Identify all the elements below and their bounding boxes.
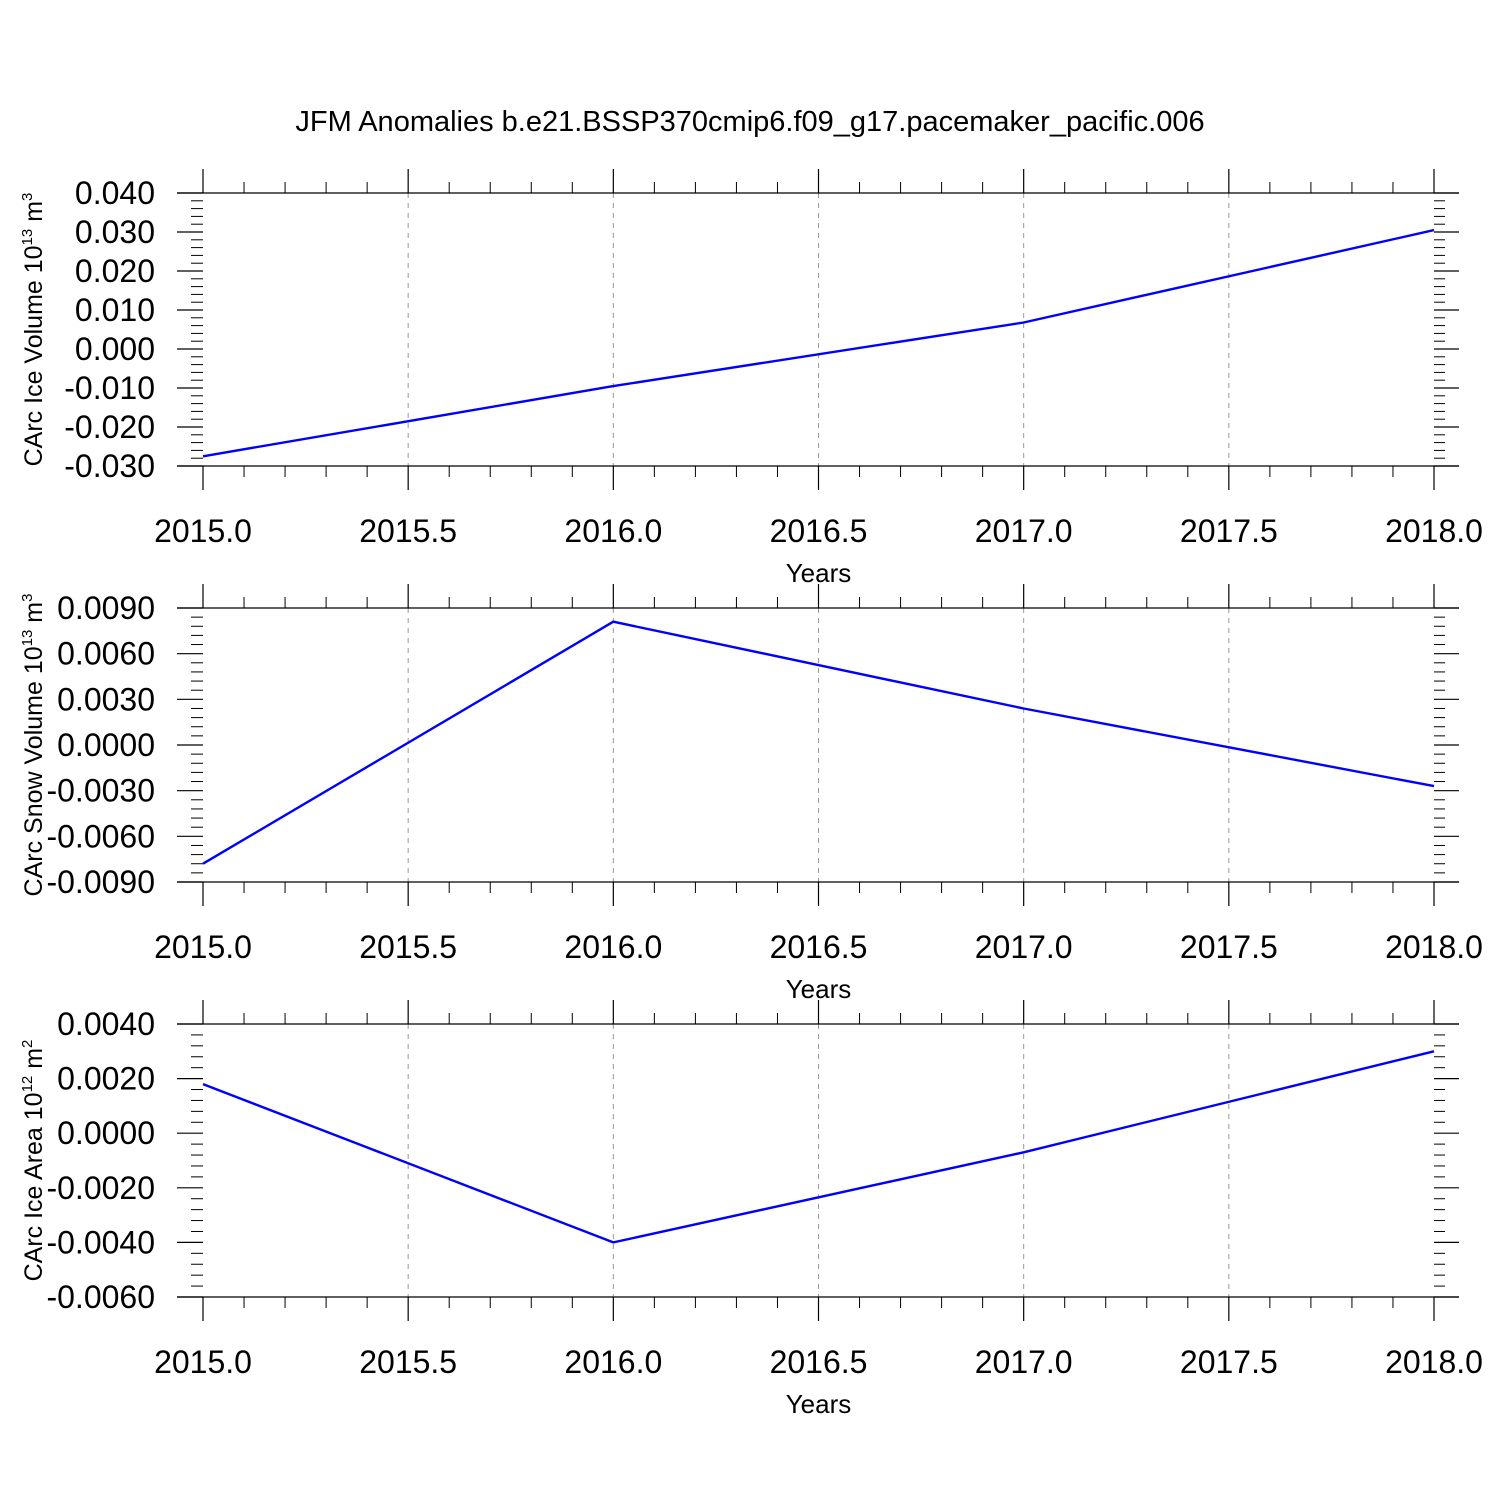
y-tick-label: -0.0060 [46, 818, 155, 854]
x-tick-label: 2016.0 [564, 929, 662, 965]
x-tick-label: 2018.0 [1385, 513, 1483, 549]
series-line [202, 1050, 1435, 1244]
x-tick-label: 2016.5 [770, 1344, 868, 1380]
x-tick-label: 2017.0 [975, 513, 1073, 549]
y-tick-label: 0.020 [75, 253, 155, 289]
x-tick-label: 2015.0 [154, 929, 252, 965]
x-tick-label: 2017.0 [975, 1344, 1073, 1380]
x-tick-label: 2015.0 [154, 513, 252, 549]
y-tick-label: 0.000 [75, 331, 155, 367]
figure-title: JFM Anomalies b.e21.BSSP370cmip6.f09_g17… [295, 106, 1204, 138]
y-tick-label: -0.020 [64, 409, 155, 445]
panels: -0.030-0.020-0.0100.0000.0100.0200.0300.… [19, 169, 1483, 1419]
y-tick-label: -0.0030 [46, 773, 155, 809]
y-axis-title-superscript: 13 [19, 229, 36, 246]
y-tick-label: -0.0040 [46, 1224, 155, 1260]
y-tick-label: 0.0020 [57, 1061, 155, 1097]
x-tick-label: 2016.0 [564, 513, 662, 549]
y-tick-label: 0.0000 [57, 1115, 155, 1151]
y-axis-title-text: m [20, 602, 48, 630]
x-tick-label: 2018.0 [1385, 929, 1483, 965]
y-tick-label: 0.010 [75, 292, 155, 328]
x-tick-label: 2017.0 [975, 929, 1073, 965]
y-tick-label: 0.0040 [57, 1006, 155, 1042]
y-axis-title-superscript: 13 [19, 630, 36, 647]
x-tick-label: 2017.5 [1180, 929, 1278, 965]
chart-panel-2: -0.0090 -0.0060 -0.0030 0.0000 0.0030 0.0060 0… [19, 584, 1483, 1004]
x-tick-label: 2017.5 [1180, 513, 1278, 549]
series-line [202, 620, 1435, 865]
y-axis-title-text: m [20, 201, 48, 229]
series-line [202, 228, 1435, 458]
x-axis-title: Years [786, 974, 852, 1004]
x-tick-label: 2016.5 [770, 929, 868, 965]
x-axis-title: Years [786, 558, 852, 588]
x-axis-title: Years [786, 1389, 852, 1419]
y-tick-label: 0.0090 [57, 590, 155, 626]
y-tick-label: 0.030 [75, 214, 155, 250]
y-axis-title-text: CArc Ice Volume 10 [20, 245, 48, 466]
y-axis-title-superscript: 3 [19, 193, 36, 201]
x-tick-label: 2015.5 [359, 1344, 457, 1380]
y-axis-title-superscript: 2 [19, 1040, 36, 1048]
y-tick-label: 0.0000 [57, 727, 155, 763]
x-tick-label: 2015.0 [154, 1344, 252, 1380]
y-tick-label: -0.010 [64, 370, 155, 406]
x-tick-label: 2015.5 [359, 929, 457, 965]
y-axis-title-superscript: 3 [19, 594, 36, 602]
y-axis-title-text: m [20, 1048, 48, 1076]
y-axis-title-text: CArc Ice Area 10 [20, 1092, 48, 1281]
y-tick-label: -0.0020 [46, 1170, 155, 1206]
y-axis-title: CArc Ice Area 1012 m2 [19, 1040, 48, 1282]
chart-panel-3: -0.0060 -0.0040 -0.0020 0.0000 0.0020 0.0040 2… [19, 1000, 1483, 1419]
x-tick-label: 2018.0 [1385, 1344, 1483, 1380]
y-tick-label: -0.0090 [46, 864, 155, 900]
y-tick-label: 0.040 [75, 175, 155, 211]
x-tick-label: 2016.0 [564, 1344, 662, 1380]
x-tick-label: 2017.5 [1180, 1344, 1278, 1380]
y-axis-title-superscript: 12 [19, 1076, 36, 1093]
chart-panel-1: -0.030-0.020-0.0100.0000.0100.0200.0300.… [19, 169, 1483, 588]
y-axis-title: CArc Snow Volume 1013 m3 [19, 594, 48, 897]
y-axis-title-text: CArc Snow Volume 10 [20, 646, 48, 896]
x-tick-label: 2016.5 [770, 513, 868, 549]
y-tick-label: -0.030 [64, 448, 155, 484]
y-axis-title: CArc Ice Volume 1013 m3 [19, 193, 48, 467]
y-tick-label: -0.0060 [46, 1279, 155, 1315]
x-tick-label: 2015.5 [359, 513, 457, 549]
y-tick-label: 0.0030 [57, 681, 155, 717]
y-tick-label: 0.0060 [57, 636, 155, 672]
